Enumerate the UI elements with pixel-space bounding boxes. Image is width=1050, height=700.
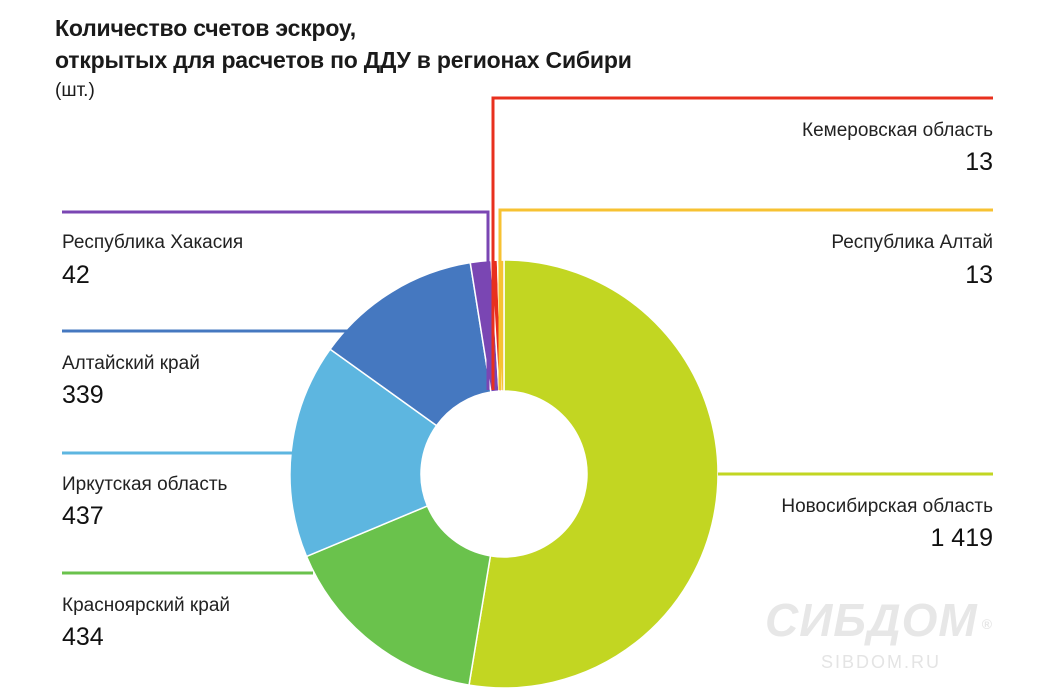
slice-4 (329, 261, 492, 427)
slice-label-name-5: Республика Хакасия (62, 232, 243, 253)
slice-1 (468, 259, 719, 689)
sibdom-logo-text: СИБДОМ (765, 594, 978, 646)
slice-label-name-7: Республика Алтай (831, 232, 993, 253)
donut-slices (289, 259, 719, 689)
registered-mark-icon: ® (981, 616, 994, 632)
leader-line-7 (498, 208, 993, 390)
slice-label-value-7: 13 (965, 261, 993, 289)
slice-label-value-4: 339 (62, 381, 104, 409)
chart-title: Количество счетов эскроу, открытых для р… (55, 12, 632, 76)
slice-label-name-2: Красноярский край (62, 595, 230, 616)
slice-label-name-1: Новосибирская область (781, 496, 993, 517)
leader-line-5 (62, 210, 490, 390)
slice-2 (305, 504, 492, 686)
chart-title-line-2: открытых для расчетов по ДДУ в регионах … (55, 47, 632, 73)
sibdom-url: SIBDOM.RU (821, 652, 942, 672)
slice-label-name-4: Алтайский край (62, 353, 200, 374)
slice-3 (289, 348, 438, 558)
slice-label-value-5: 42 (62, 261, 90, 289)
slice-labels: Новосибирская область 1 419 Красноярский к… (62, 120, 993, 651)
slice-label-value-1: 1 419 (930, 524, 993, 552)
slice-label-name-3: Иркутская область (62, 474, 228, 495)
slice-label-value-2: 434 (62, 623, 104, 651)
leader-line-6 (491, 96, 993, 390)
sibdom-logo: СИБДОМ ® (765, 594, 992, 646)
chart-subtitle: (шт.) (55, 80, 95, 101)
leader-lines (62, 96, 993, 575)
slice-label-name-6: Кемеровская область (802, 120, 993, 141)
slice-label-value-6: 13 (965, 148, 993, 176)
chart-title-line-1: Количество счетов эскроу, (55, 15, 356, 41)
slice-label-value-3: 437 (62, 502, 104, 530)
